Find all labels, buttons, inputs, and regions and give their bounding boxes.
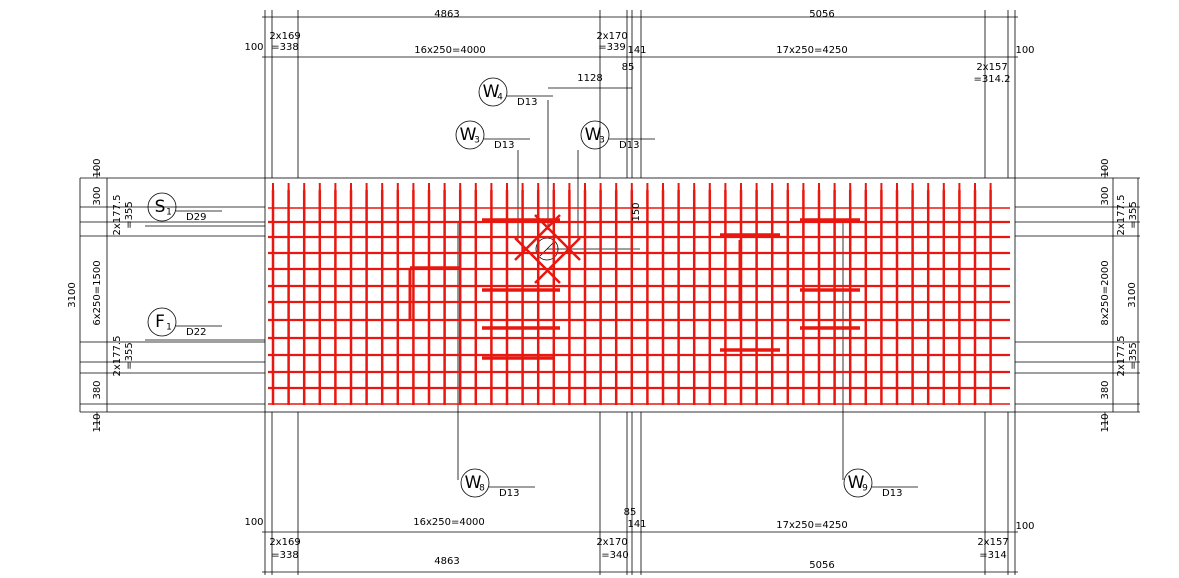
callout-circle (580, 120, 610, 150)
dimension-label: 17x250=4250 (776, 45, 848, 56)
dimension-label: 5056 (809, 560, 834, 571)
dimension-label: 3100 (1127, 282, 1138, 307)
dimension-label: 2x169 (269, 537, 300, 548)
dimension-label: 2x177.5 (1116, 336, 1127, 377)
dimension-label: 141 (627, 45, 646, 56)
callout-sub: 1 (166, 323, 172, 333)
dimension-label: 4863 (434, 9, 459, 20)
callout-letter: W (460, 125, 477, 145)
dimension-label: 2x170 (596, 31, 627, 42)
bar-size: D22 (186, 327, 206, 338)
dimension-label: =355 (124, 201, 135, 228)
dimension-label: 150 (631, 202, 642, 221)
dimension-label: 100 (92, 158, 103, 177)
dimension-label: 8x250=2000 (1100, 260, 1111, 325)
dimension-label: 380 (1100, 380, 1111, 399)
dimension-label: 380 (92, 380, 103, 399)
rebar (534, 214, 581, 261)
callout-sub: 9 (862, 484, 868, 494)
dimension-label: 6x250=1500 (92, 260, 103, 325)
callout-sub: 3 (474, 136, 480, 146)
dimension-label: 1128 (577, 73, 602, 84)
callout-letter: S (155, 197, 166, 217)
bar-size: D13 (499, 488, 519, 499)
bar-size: D13 (619, 140, 639, 151)
callout-letter: W (585, 125, 602, 145)
callout-letter: W (848, 473, 865, 493)
dimension-label: 2x177.5 (112, 336, 123, 377)
dimension-label: 100 (244, 517, 263, 528)
callout-sub: 3 (599, 136, 605, 146)
callout-letter: W (465, 473, 482, 493)
dimension-label: =338 (271, 42, 298, 53)
dimension-label: 2x169 (269, 31, 300, 42)
dimension-label: 5056 (809, 9, 834, 20)
dimension-label: 85 (624, 507, 637, 518)
dimension-label: =314 (979, 550, 1006, 561)
slab-outline (264, 177, 1016, 413)
callout-circle (843, 468, 873, 498)
dimension-label: =355 (124, 342, 135, 369)
dimension-label: 3100 (67, 282, 78, 307)
linework (79, 10, 1140, 575)
callout-sub: 8 (479, 484, 485, 494)
bar-size: D13 (494, 140, 514, 151)
callout-circle (147, 192, 177, 222)
dimension-label: 2x157 (977, 537, 1008, 548)
dimension-label: 85 (622, 62, 635, 73)
rebar (514, 237, 561, 284)
dimension-label: =339 (598, 42, 625, 53)
dimension-label: 16x250=4000 (414, 45, 486, 56)
dimension-label: =314.2 (973, 74, 1010, 85)
dimension-label: 2x177.5 (1116, 195, 1127, 236)
callout-circle (478, 77, 508, 107)
callout-sub: 4 (497, 93, 503, 103)
dimension-label: 100 (1100, 158, 1111, 177)
dimension-label: =355 (1128, 342, 1139, 369)
dimension-label: 110 (1100, 413, 1111, 432)
callout-letter: F (155, 312, 165, 332)
dimension-label: 141 (627, 519, 646, 530)
dimension-label: 100 (244, 42, 263, 53)
dimension-label: 16x250=4000 (413, 517, 485, 528)
dimension-label: 110 (92, 413, 103, 432)
dimension-label: 300 (92, 186, 103, 205)
callout-letter: W (483, 82, 500, 102)
callout-sub: 1 (166, 208, 172, 218)
rebar (268, 183, 1010, 405)
dimension-label: 100 (1015, 45, 1034, 56)
dimension-label: 2x177.5 (112, 195, 123, 236)
dimension-label: 2x157 (976, 62, 1007, 73)
dimension-label: 300 (1100, 186, 1111, 205)
dimension-label: =355 (1128, 201, 1139, 228)
dimension-label: 100 (1015, 521, 1034, 532)
dimension-label: =338 (271, 550, 298, 561)
bar-size: D13 (882, 488, 902, 499)
callout-circle (460, 468, 490, 498)
rebar (514, 214, 561, 261)
callout-circle (455, 120, 485, 150)
bar-size: D13 (517, 97, 537, 108)
rebar (534, 237, 581, 284)
dimension-label: 4863 (434, 556, 459, 567)
dimension-label: 17x250=4250 (776, 520, 848, 531)
dimension-label: =340 (601, 550, 628, 561)
bar-size: D29 (186, 212, 206, 223)
callout-circle (147, 307, 177, 337)
dimension-label: 2x170 (596, 537, 627, 548)
